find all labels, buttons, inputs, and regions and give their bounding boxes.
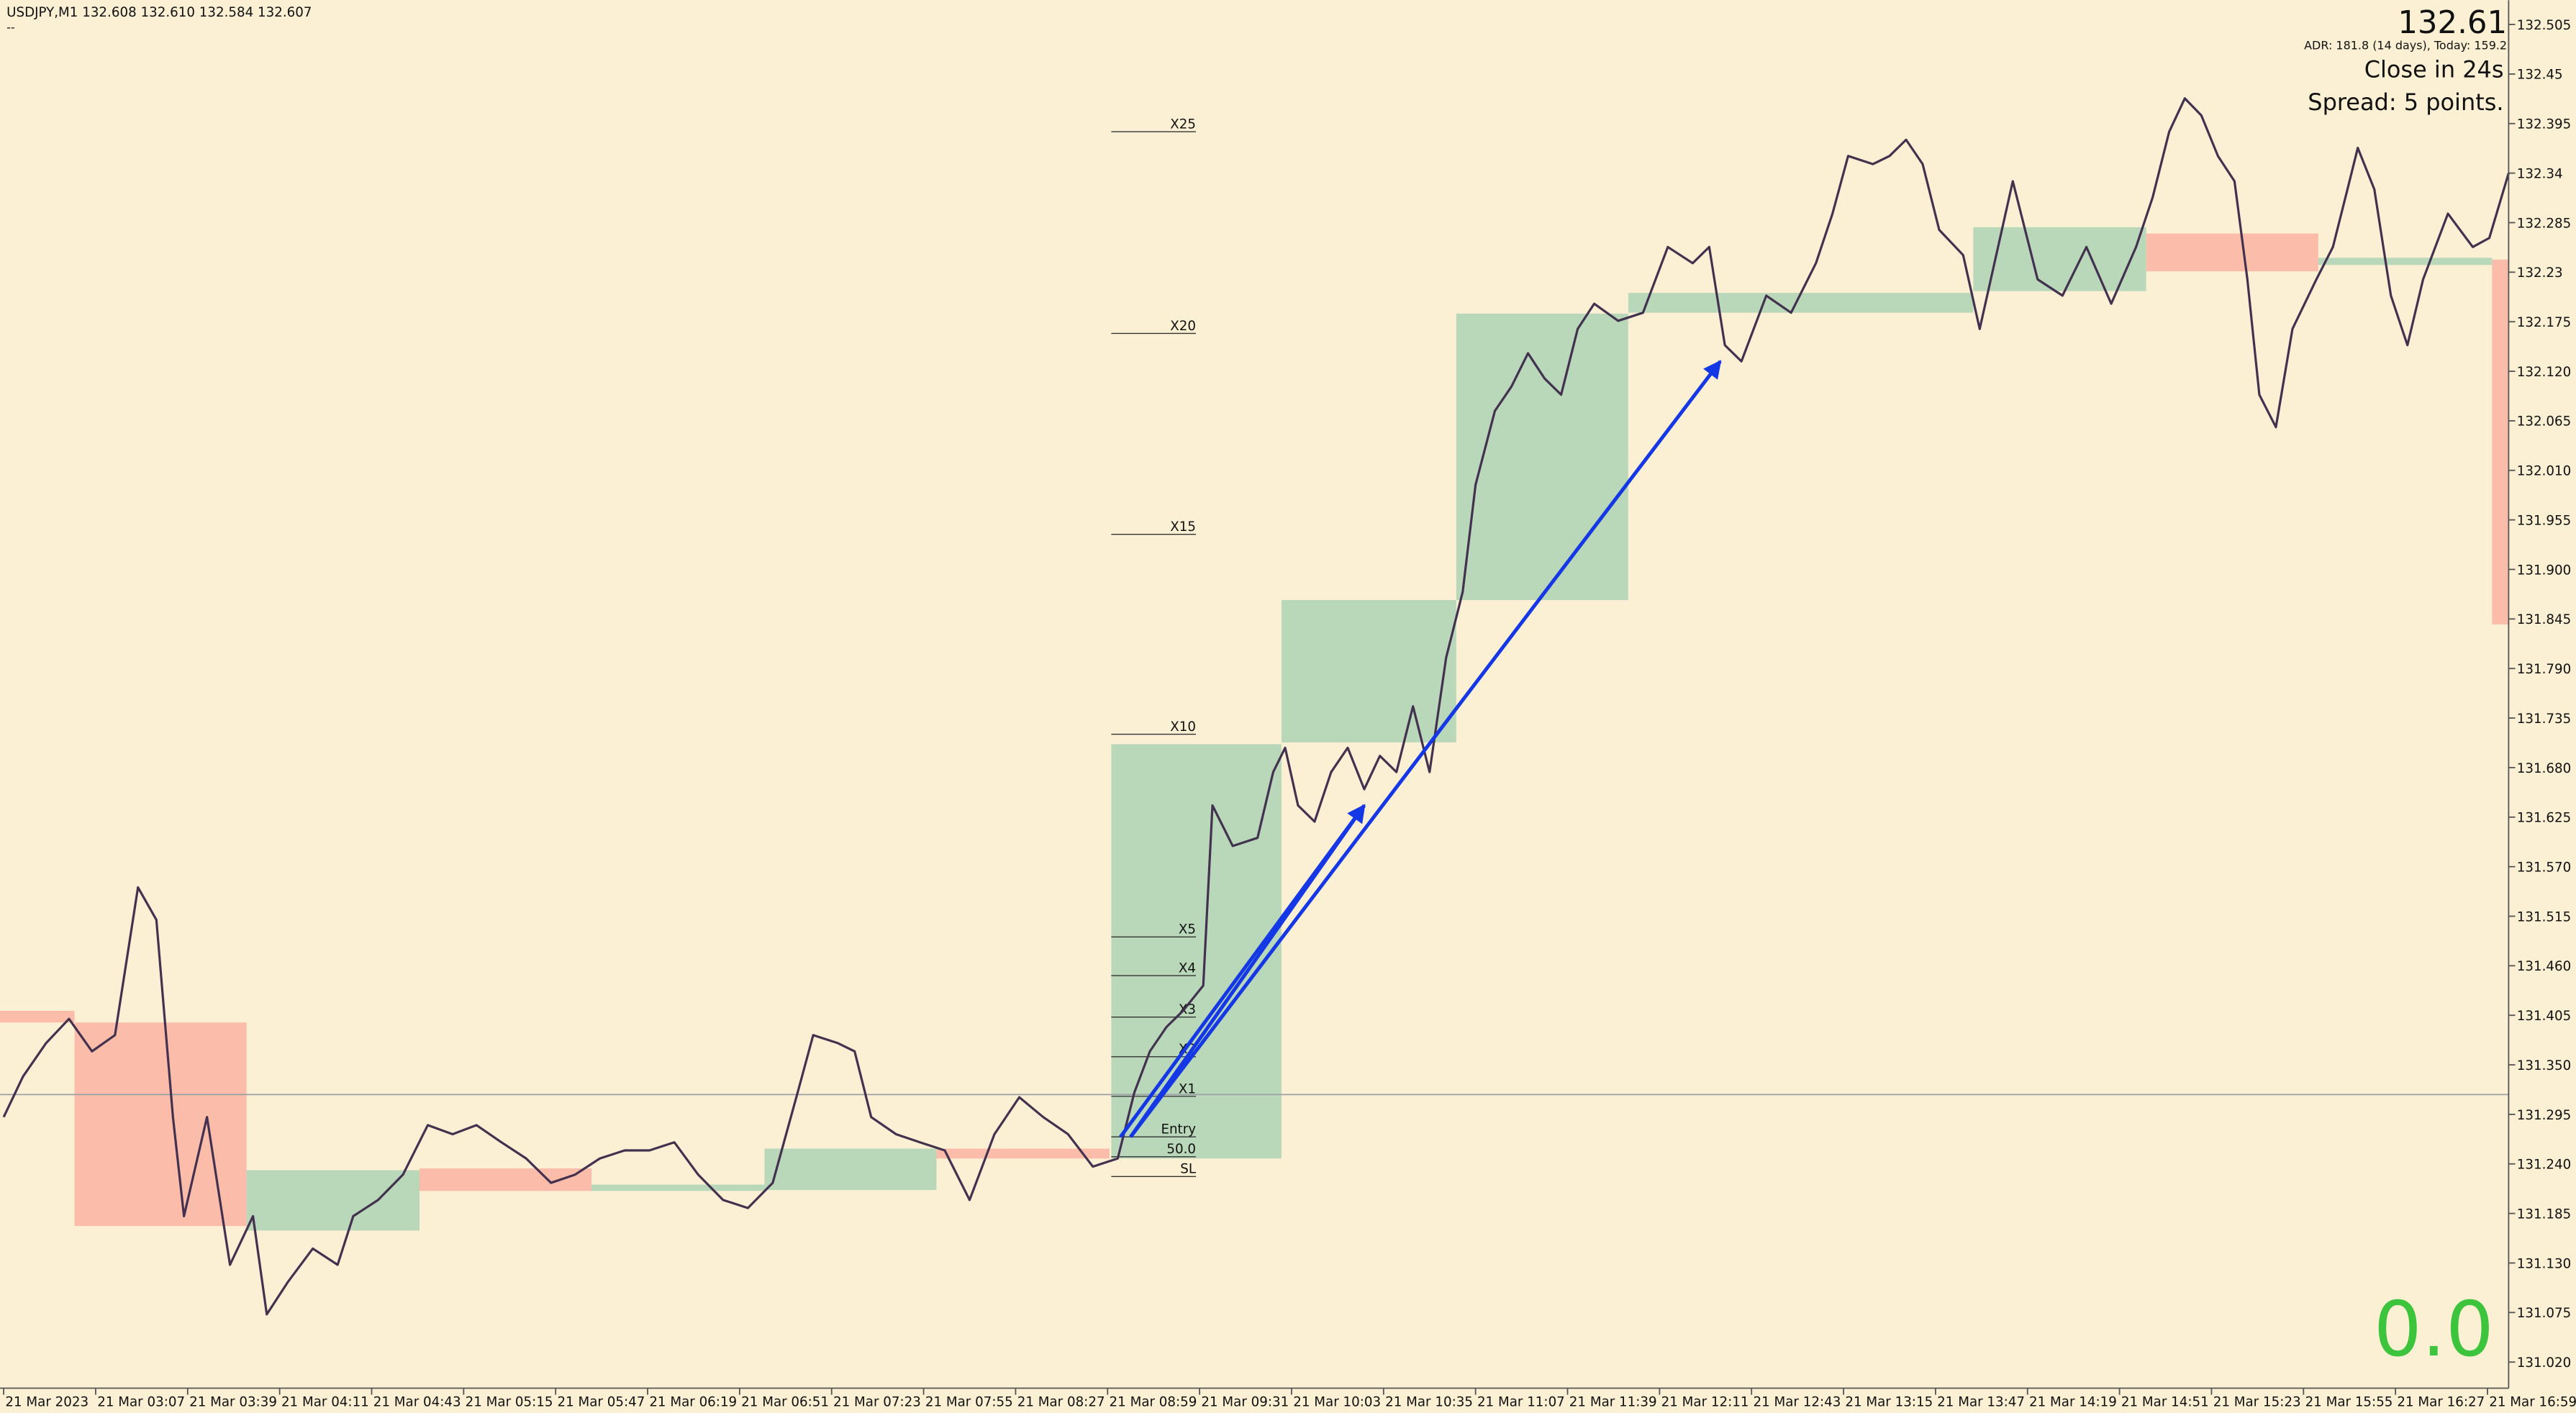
y-tick-label: 132.505 <box>2517 18 2571 33</box>
level-label: X4 <box>1179 961 1196 976</box>
x-tick-label: 21 Mar 10:03 <box>1293 1395 1381 1410</box>
x-tick-label: 21 Mar 06:19 <box>649 1395 737 1410</box>
zone <box>246 1170 419 1231</box>
level-label: X5 <box>1179 922 1196 937</box>
y-tick-label: 131.955 <box>2517 513 2571 528</box>
x-tick-label: 21 Mar 16:27 <box>2397 1395 2485 1410</box>
y-tick-label: 131.900 <box>2517 563 2571 578</box>
zone <box>2318 258 2493 265</box>
counter: 0.0 <box>2374 1286 2494 1373</box>
level-label: X3 <box>1179 1002 1196 1017</box>
x-tick-label: 21 Mar 12:43 <box>1753 1395 1841 1410</box>
arrow <box>1129 360 1722 1138</box>
y-tick-label: 131.185 <box>2517 1207 2571 1222</box>
y-tick-label: 131.460 <box>2517 959 2571 974</box>
zone <box>1973 227 2146 291</box>
y-tick-label: 131.680 <box>2517 761 2571 776</box>
symbol-sub: -- <box>6 21 15 35</box>
x-tick-label: 21 Mar 08:59 <box>1110 1395 1197 1410</box>
y-tick-label: 131.735 <box>2517 712 2571 727</box>
level-label: Entry <box>1161 1122 1196 1137</box>
zone <box>1628 293 1974 313</box>
zone <box>1111 744 1282 1159</box>
x-tick-label: 21 Mar 11:07 <box>1477 1395 1565 1410</box>
level-label: X15 <box>1170 519 1196 535</box>
y-tick-label: 131.570 <box>2517 860 2571 875</box>
zone <box>764 1148 937 1191</box>
y-tick-label: 131.240 <box>2517 1158 2571 1173</box>
x-tick-label: 21 Mar 07:55 <box>925 1395 1013 1410</box>
y-tick-label: 131.845 <box>2517 612 2571 627</box>
y-tick-label: 131.790 <box>2517 662 2571 677</box>
zone <box>1281 600 1456 742</box>
level-label: X20 <box>1170 319 1196 334</box>
y-tick-label: 131.405 <box>2517 1009 2571 1024</box>
y-tick-label: 132.065 <box>2517 414 2571 430</box>
x-tick-label: 21 Mar 16:59 <box>2489 1395 2576 1410</box>
x-tick-label: 21 Mar 12:11 <box>1661 1395 1749 1410</box>
x-tick-label: 21 Mar 07:23 <box>833 1395 921 1410</box>
level-label: X1 <box>1179 1081 1196 1096</box>
x-tick-label: 21 Mar 06:51 <box>741 1395 829 1410</box>
y-tick-label: 131.515 <box>2517 909 2571 924</box>
x-tick-label: 21 Mar 14:19 <box>2029 1395 2117 1410</box>
x-tick-label: 21 Mar 11:39 <box>1569 1395 1657 1410</box>
zone <box>936 1148 1110 1159</box>
zone <box>1456 313 1628 601</box>
close-timer: Close in 24s <box>2364 56 2504 83</box>
x-tick-label: 21 Mar 04:43 <box>373 1395 461 1410</box>
x-tick-label: 21 Mar 09:31 <box>1201 1395 1289 1410</box>
y-tick-label: 132.285 <box>2517 216 2571 231</box>
x-tick-label: 21 Mar 15:55 <box>2305 1395 2393 1410</box>
y-tick-label: 132.175 <box>2517 315 2571 330</box>
y-tick-label: 132.23 <box>2517 265 2563 281</box>
zone <box>2146 233 2318 272</box>
zone <box>0 1010 75 1023</box>
x-tick-label: 21 Mar 03:39 <box>189 1395 277 1410</box>
zone <box>74 1022 247 1227</box>
x-tick-label: 21 Mar 08:27 <box>1017 1395 1105 1410</box>
y-tick-label: 131.625 <box>2517 811 2571 826</box>
level-label: X10 <box>1170 719 1196 735</box>
y-tick-label: 132.010 <box>2517 464 2571 479</box>
y-tick-label: 132.395 <box>2517 117 2571 132</box>
x-tick-label: 21 Mar 15:23 <box>2213 1395 2301 1410</box>
level-label: SL <box>1180 1162 1197 1177</box>
x-tick-label: 21 Mar 04:11 <box>281 1395 369 1410</box>
zone <box>2492 259 2509 624</box>
price-display: 132.61 <box>2398 5 2507 41</box>
price-line <box>2 97 2510 1316</box>
x-tick-label: 21 Mar 2023 <box>5 1395 89 1410</box>
y-tick-label: 131.350 <box>2517 1058 2571 1073</box>
spread-info: Spread: 5 points. <box>2308 88 2503 116</box>
x-tick-label: 21 Mar 05:15 <box>466 1395 553 1410</box>
x-tick-label: 21 Mar 14:51 <box>2121 1395 2209 1410</box>
x-tick-label: 21 Mar 10:35 <box>1385 1395 1473 1410</box>
arrow <box>1119 804 1366 1138</box>
level-label: 50.0 <box>1166 1142 1196 1157</box>
x-tick-label: 21 Mar 05:47 <box>557 1395 645 1410</box>
symbol-info: USDJPY,M1 132.608 132.610 132.584 132.60… <box>6 5 312 20</box>
zone <box>419 1168 592 1191</box>
adr-info: ADR: 181.8 (14 days), Today: 159.2 <box>2304 39 2507 53</box>
level-label: X25 <box>1170 117 1196 132</box>
x-tick-label: 21 Mar 13:15 <box>1845 1395 1933 1410</box>
y-tick-label: 132.34 <box>2517 166 2563 181</box>
y-tick-label: 132.120 <box>2517 365 2571 380</box>
y-tick-label: 131.295 <box>2517 1108 2571 1123</box>
y-tick-label: 131.075 <box>2517 1306 2571 1321</box>
x-tick-label: 21 Mar 13:47 <box>1937 1395 2025 1410</box>
x-tick-label: 21 Mar 03:07 <box>97 1395 185 1410</box>
y-tick-label: 131.130 <box>2517 1256 2571 1271</box>
y-tick-label: 132.45 <box>2517 68 2563 83</box>
zone <box>591 1184 765 1191</box>
y-tick-label: 131.020 <box>2517 1355 2571 1371</box>
